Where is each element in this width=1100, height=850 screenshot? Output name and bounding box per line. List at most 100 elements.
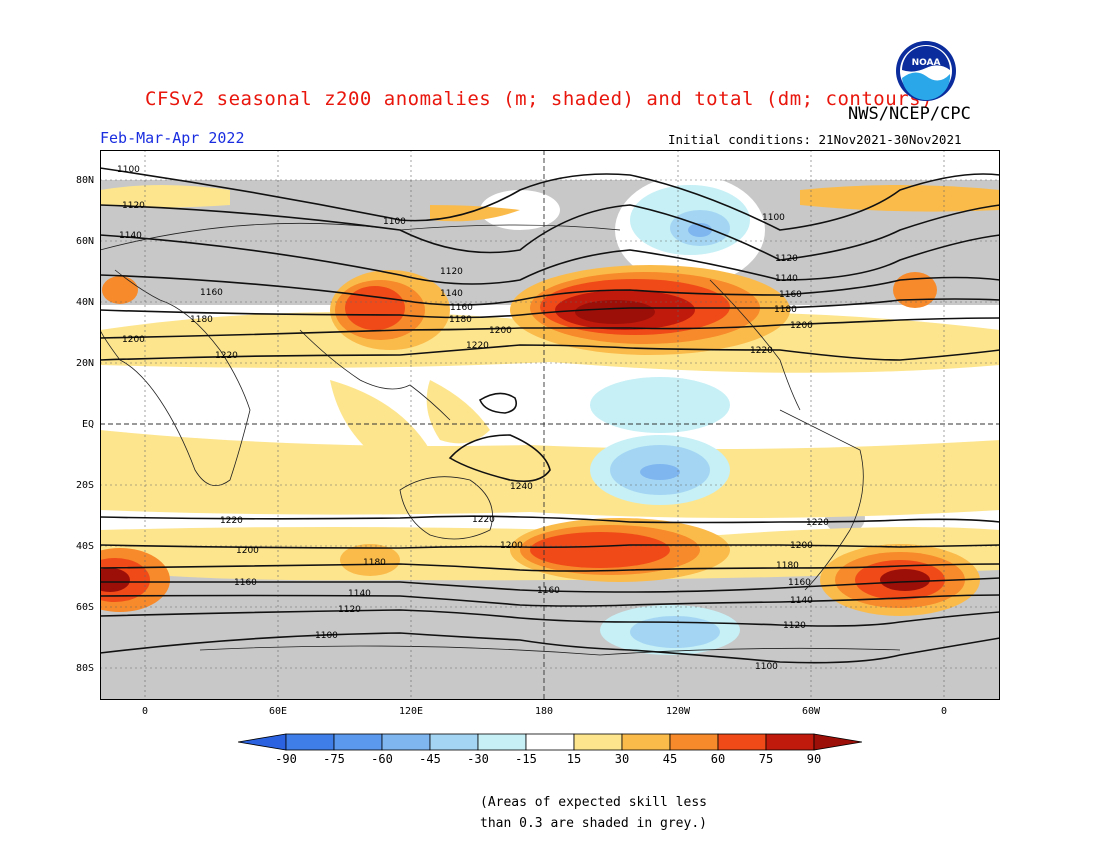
colorbar-label: 75 <box>758 752 774 766</box>
lat-label: 60S <box>75 602 94 613</box>
contour-label: 1140 <box>440 289 463 299</box>
contour-label: 1180 <box>363 558 386 568</box>
colorbar-box <box>381 733 431 751</box>
lat-label: 80N <box>75 175 94 186</box>
contour-label: 1200 <box>236 546 259 556</box>
contour-label: 1160 <box>450 303 473 313</box>
north-pacific-high-anomaly <box>510 265 790 355</box>
lat-label: 60N <box>75 236 94 247</box>
contour-label: 1220 <box>220 516 243 526</box>
lat-label: 40S <box>75 541 94 552</box>
contour-label: 1220 <box>806 518 829 528</box>
forecast-period: Feb-Mar-Apr 2022 <box>100 129 245 147</box>
colorbar-label: 15 <box>566 752 582 766</box>
contour-1200-north <box>100 317 1000 339</box>
colorbar-label: -75 <box>323 752 345 766</box>
colorbar-label: 30 <box>614 752 630 766</box>
contour-1220-north <box>100 344 1000 361</box>
contour-label: 1180 <box>774 305 797 315</box>
contour-1240-loop-1 <box>478 392 518 414</box>
contour-label: 1180 <box>776 561 799 571</box>
contour-label: 1120 <box>775 254 798 264</box>
colorbar-box <box>477 733 527 751</box>
lon-label: 120E <box>398 706 424 717</box>
lat-label: EQ <box>81 419 94 430</box>
lat-label: 40N <box>75 297 94 308</box>
antarctic-low-anomaly <box>600 605 740 655</box>
colorbar-box <box>333 733 383 751</box>
contour-1120-south <box>100 609 1000 627</box>
contour-label: 1220 <box>215 351 238 361</box>
colorbar-min-arrow <box>238 733 287 751</box>
contour-label: 1160 <box>234 578 257 588</box>
contour-1100-south <box>100 632 1000 664</box>
colorbar-box <box>765 733 815 751</box>
contour-1140-north <box>100 234 1000 285</box>
contour-label: 1100 <box>315 631 338 641</box>
colorbar-label: -15 <box>515 752 537 766</box>
contour-label: 1200 <box>122 335 145 345</box>
colorbar-box <box>429 733 479 751</box>
contour-label: 1120 <box>783 621 806 631</box>
footnote-line-2: than 0.3 are shaded in grey.) <box>480 816 707 831</box>
colorbar-box <box>669 733 719 751</box>
contour-label: 1200 <box>790 321 813 331</box>
contour-1160-north <box>100 274 1000 306</box>
contour-label: 1140 <box>790 596 813 606</box>
contour-label: 1200 <box>790 541 813 551</box>
colorbar-label: -45 <box>419 752 441 766</box>
svg-text:NOAA: NOAA <box>912 58 941 68</box>
contour-label: 1200 <box>489 326 512 336</box>
lon-label: 0 <box>141 706 149 717</box>
contour-1180-south <box>100 563 1000 572</box>
graticule <box>100 150 1000 700</box>
map-frame <box>100 150 1000 700</box>
contour-label: 1220 <box>466 341 489 351</box>
contour-label: 1160 <box>200 288 223 298</box>
contour-label: 1140 <box>348 589 371 599</box>
lat-label: 20S <box>75 480 94 491</box>
tropical-pacific-low-anomaly <box>590 377 730 505</box>
colorbar-box <box>717 733 767 751</box>
colorbar-label: 60 <box>710 752 726 766</box>
lon-label: 60E <box>268 706 288 717</box>
colorbar-box <box>621 733 671 751</box>
footnote-line-1: (Areas of expected skill less <box>480 795 707 810</box>
contour-1180-north <box>100 298 1000 319</box>
height-contours <box>100 167 1000 664</box>
contour-1220-south <box>100 515 1000 524</box>
noaa-logo: NOAA <box>896 41 956 101</box>
contour-label: 1120 <box>122 201 145 211</box>
colorbar-label: 90 <box>806 752 822 766</box>
anomaly-map: 1100 1100 1100 1100 1100 1120 1120 1120 … <box>100 150 1000 700</box>
south-pacific-high-anomaly <box>510 518 730 582</box>
arctic-low-anomaly <box>630 185 750 255</box>
contour-label: 1140 <box>775 274 798 284</box>
skill-footnote: (Areas of expected skill less than 0.3 a… <box>480 792 707 834</box>
contour-label: 1100 <box>762 213 785 223</box>
contour-1160-south <box>100 577 1000 593</box>
contour-label: 1140 <box>119 231 142 241</box>
contour-label: 1120 <box>440 267 463 277</box>
lon-label: 180 <box>534 706 554 717</box>
contour-label: 1120 <box>338 605 361 615</box>
colorbar-label: -30 <box>467 752 489 766</box>
contour-label: 1100 <box>755 662 778 672</box>
contour-label: 1160 <box>788 578 811 588</box>
south-atlantic-high-anomaly <box>820 544 980 616</box>
colorbar-box <box>525 733 575 751</box>
contour-label: 1220 <box>472 515 495 525</box>
lat-label: 20N <box>75 358 94 369</box>
contour-label: 1240 <box>510 482 533 492</box>
agency-label: NWS/NCEP/CPC <box>848 104 971 124</box>
contour-1200-south <box>100 544 1000 549</box>
initial-conditions: Initial conditions: 21Nov2021-30Nov2021 <box>668 132 962 147</box>
contour-labels: 1100 1100 1100 1100 1100 1120 1120 1120 … <box>117 165 829 672</box>
colorbar-label: -60 <box>371 752 393 766</box>
colorbar-box <box>573 733 623 751</box>
lon-label: 60W <box>801 706 821 717</box>
lon-label: 0 <box>940 706 948 717</box>
colorbar <box>238 733 862 751</box>
contour-label: 1180 <box>190 315 213 325</box>
contour-label: 1200 <box>500 541 523 551</box>
